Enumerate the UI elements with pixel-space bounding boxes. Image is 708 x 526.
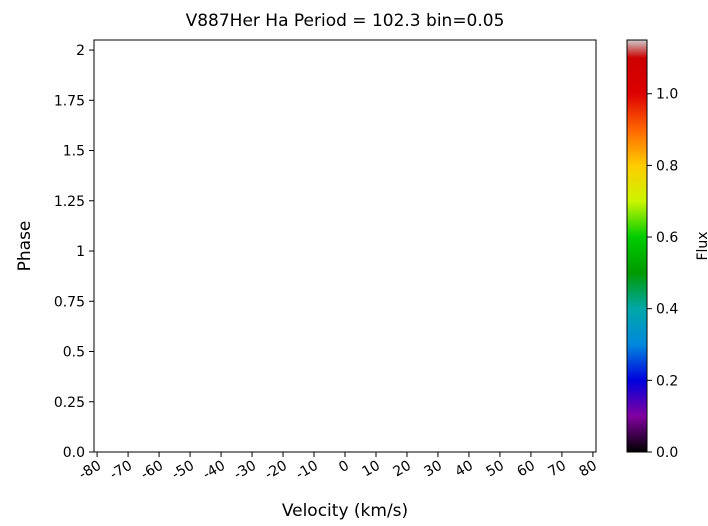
- colorbar-tick-label: 1.0: [656, 87, 678, 103]
- chart-title: V887Her Ha Period = 102.3 bin=0.05: [186, 11, 505, 31]
- x-tick-label: -20: [262, 458, 290, 483]
- x-tick-label: -10: [293, 458, 321, 483]
- y-tick-label: 1.25: [54, 194, 85, 210]
- x-tick-label: -40: [200, 458, 228, 483]
- x-tick-label: -70: [107, 458, 135, 483]
- y-tick-label: 1: [76, 244, 85, 260]
- y-tick-label: 0.75: [54, 294, 85, 310]
- x-tick-label: 80: [576, 458, 599, 481]
- x-tick-label: 50: [483, 458, 506, 481]
- y-tick-label: 0.0: [63, 445, 85, 461]
- x-axis: -80 -70 -60 -50 -40 -30 -20 -10 0 10 20 30 40 50 60 70 8…: [76, 452, 600, 483]
- plot-frame: [93, 39, 597, 453]
- y-tick-label: 1.75: [54, 93, 85, 109]
- y-tick-label: 0.25: [54, 395, 85, 411]
- x-tick-label: -30: [231, 458, 259, 483]
- x-tick-label: -80: [76, 458, 104, 483]
- x-axis-label: Velocity (km/s): [282, 501, 408, 521]
- x-tick-label: 20: [391, 458, 414, 481]
- y-tick-label: 2: [76, 43, 85, 59]
- x-tick-label: 70: [545, 458, 568, 481]
- x-tick-label: -60: [138, 458, 166, 483]
- y-tick-label: 0.5: [63, 345, 85, 361]
- y-tick-label: 1.5: [63, 144, 85, 160]
- colorbar-tick-label: 0.8: [656, 158, 678, 174]
- colorbar-tick-label: 0.2: [656, 373, 678, 389]
- colorbar-axis: 0.0 0.2 0.4 0.6 0.8 1.0: [647, 87, 678, 461]
- x-tick-label: 30: [422, 458, 445, 481]
- x-tick-label: 40: [453, 458, 476, 481]
- y-axis-label: Phase: [15, 221, 35, 272]
- colorbar-tick-label: 0.4: [656, 302, 678, 318]
- x-tick-label: 0: [336, 458, 352, 476]
- x-tick-label: -50: [169, 458, 197, 483]
- colorbar-label: Flux: [695, 231, 708, 260]
- colorbar-tick-label: 0.6: [656, 230, 678, 246]
- x-tick-label: 10: [360, 458, 383, 481]
- colorbar: [626, 39, 648, 453]
- y-axis: 0.0 0.25 0.5 0.75 1 1.25 1.5 1.75 2: [54, 43, 94, 461]
- colorbar-tick-label: 0.0: [656, 445, 678, 461]
- x-tick-label: 60: [514, 458, 537, 481]
